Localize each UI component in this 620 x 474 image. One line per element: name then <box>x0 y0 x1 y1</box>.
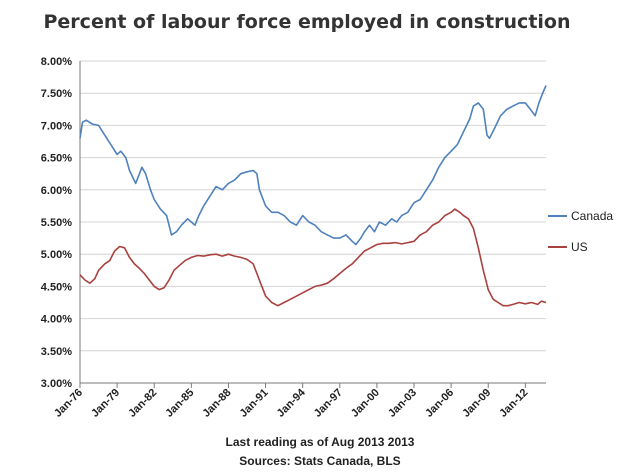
x-tick-label: Jan-09 <box>460 387 493 420</box>
note-sources: Sources: Stats Canada, BLS <box>239 454 400 468</box>
legend-label-us: US <box>571 240 588 254</box>
x-tick-label: Jan-82 <box>126 387 159 420</box>
x-axis-ticks: Jan-76 Jan-79 Jan-82 Jan-85 Jan-88 Jan-91 Jan-… <box>52 383 530 420</box>
chart-title: Percent of labour force employed in cons… <box>44 11 571 33</box>
legend-label-canada: Canada <box>571 209 613 223</box>
y-tick-label: 7.00% <box>41 120 72 132</box>
x-tick-label: Jan-91 <box>238 387 271 420</box>
x-tick-label: Jan-12 <box>497 387 530 420</box>
legend: Canada US <box>548 209 613 254</box>
x-tick-label: Jan-79 <box>89 387 122 420</box>
series-line-canada <box>79 85 547 246</box>
x-tick-label: Jan-06 <box>423 387 456 420</box>
y-axis-ticks: 3.00% 3.50% 4.00% 4.50% 5.00% 5.50% 6.00% 6.50%… <box>41 56 72 390</box>
y-tick-label: 7.50% <box>41 88 72 100</box>
x-tick-label: Jan-97 <box>312 387 345 420</box>
x-tick-label: Jan-85 <box>163 387 196 420</box>
y-tick-label: 4.00% <box>41 314 72 326</box>
y-tick-label: 3.50% <box>41 346 72 358</box>
y-tick-label: 5.50% <box>41 217 72 229</box>
y-tick-label: 6.00% <box>41 185 72 197</box>
y-tick-label: 5.00% <box>41 249 72 261</box>
x-tick-label: Jan-88 <box>200 387 233 420</box>
x-tick-label: Jan-94 <box>275 386 309 420</box>
x-tick-label: Jan-03 <box>386 387 419 420</box>
series-line-us <box>79 208 547 307</box>
y-tick-label: 6.50% <box>41 153 72 165</box>
x-tick-label: Jan-76 <box>52 387 85 420</box>
x-tick-label: Jan-00 <box>349 387 382 420</box>
series-lines <box>79 85 547 307</box>
gridlines <box>79 60 546 384</box>
y-tick-label: 3.00% <box>41 378 72 390</box>
y-tick-label: 4.50% <box>41 281 72 293</box>
note-last-reading: Last reading as of Aug 2013 2013 <box>226 435 415 449</box>
y-tick-label: 8.00% <box>41 56 72 68</box>
